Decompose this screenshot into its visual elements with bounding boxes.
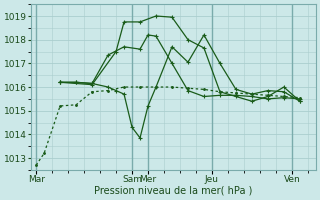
X-axis label: Pression niveau de la mer( hPa ): Pression niveau de la mer( hPa ): [94, 186, 253, 196]
